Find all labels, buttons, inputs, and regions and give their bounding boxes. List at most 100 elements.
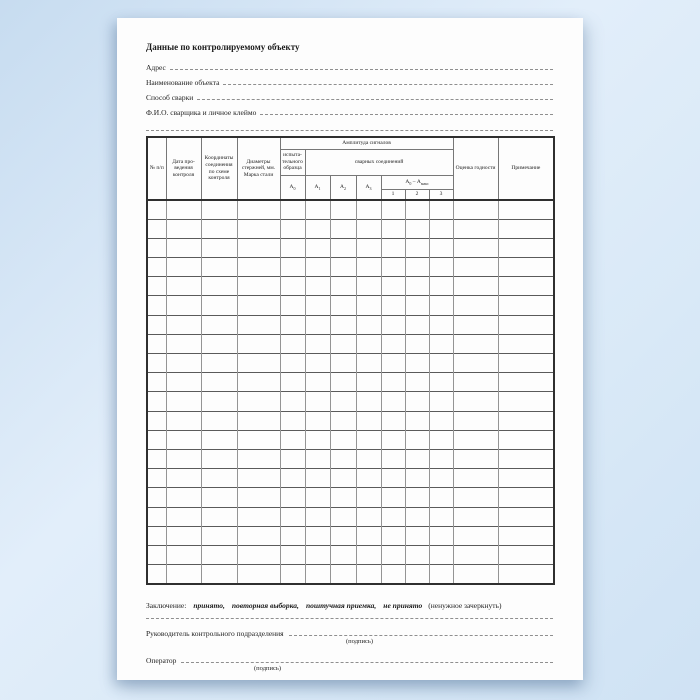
table-cell: [279, 276, 305, 296]
table-cell: [146, 506, 166, 527]
header-cell-amplitude-group: Амплитуда сигналов: [279, 136, 454, 150]
table-cell: [279, 333, 305, 354]
head-signature-label: Руководитель контрольного подразделения: [146, 628, 284, 638]
table-cell: [497, 352, 555, 373]
table-cell: [380, 218, 405, 239]
conclusion-note: (ненужное зачеркнуть): [428, 600, 502, 610]
conclusion-option-rejected: не принято: [383, 600, 423, 610]
table-cell: [355, 429, 381, 450]
table-cell: [452, 410, 499, 431]
table-cell: [304, 391, 330, 412]
table-cell: [404, 198, 429, 220]
table-cell: [236, 295, 280, 316]
table-cell: [165, 410, 201, 431]
table-cell: [304, 257, 330, 277]
table-cell: [165, 257, 201, 277]
table-cell: [380, 198, 405, 220]
table-cell: [146, 237, 166, 258]
table-cell: [428, 218, 454, 239]
table-cell: [452, 429, 499, 450]
operator-signature-label: Оператор: [146, 655, 177, 665]
operator-signature-line: [181, 661, 553, 663]
table-cell: [380, 487, 405, 507]
conclusion-label: Заключение:: [146, 600, 187, 610]
table-cell: [165, 564, 201, 584]
table-cell: [497, 487, 555, 507]
table-cell: [236, 448, 280, 469]
table-cell: [428, 410, 454, 431]
table-cell: [452, 333, 499, 354]
header-cell-remark: Примечание: [497, 136, 555, 201]
table-cell: [329, 198, 356, 220]
table-cell: [200, 506, 237, 527]
table-cell: [404, 391, 429, 412]
table-cell: [146, 257, 166, 277]
table-cell: [200, 391, 237, 412]
table-cell: [380, 506, 405, 527]
header-cell-diff-2: 2: [404, 188, 430, 201]
table-cell: [236, 544, 280, 565]
table-cell: [279, 314, 305, 335]
table-cell: [428, 448, 454, 469]
table-row: [146, 410, 555, 431]
table-cell: [428, 391, 454, 412]
table-cell: [497, 429, 555, 450]
table-cell: [165, 295, 201, 316]
table-cell: [279, 506, 305, 527]
table-cell: [452, 487, 499, 507]
conclusion-continuation-line: [146, 617, 553, 619]
table-cell: [452, 468, 499, 488]
table-cell: [146, 198, 166, 220]
table-cell: [304, 429, 330, 450]
table-cell: [200, 410, 237, 431]
table-cell: [497, 257, 555, 277]
table-cell: [452, 448, 499, 469]
table-cell: [279, 544, 305, 565]
table-cell: [200, 198, 237, 220]
table-cell: [428, 276, 454, 296]
address-field-label: Адрес: [146, 63, 166, 72]
table-cell: [452, 276, 499, 296]
table-cell: [329, 564, 356, 584]
table-row: [146, 506, 555, 527]
operator-signature-caption: (подпись): [254, 664, 281, 672]
table-cell: [146, 525, 166, 546]
table-cell: [355, 352, 381, 373]
table-cell: [236, 198, 280, 220]
table-cell: [304, 564, 330, 584]
table-row: [146, 352, 555, 373]
table-cell: [497, 391, 555, 412]
table-cell: [404, 410, 429, 431]
table-cell: [404, 525, 429, 546]
table-cell: [404, 506, 429, 527]
table-cell: [497, 198, 555, 220]
welding-method-field: Способ сварки: [146, 87, 553, 102]
table-cell: [146, 468, 166, 488]
table-row: [146, 448, 555, 469]
table-cell: [304, 448, 330, 469]
table-row: [146, 544, 555, 565]
header-cell-joint-coordinates: Координаты соединения по схеме контроля: [200, 136, 238, 201]
table-cell: [236, 218, 280, 239]
table-cell: [236, 372, 280, 392]
table-cell: [200, 525, 237, 546]
table-cell: [404, 487, 429, 507]
table-cell: [380, 410, 405, 431]
table-cell: [329, 218, 356, 239]
table-cell: [165, 429, 201, 450]
table-cell: [497, 314, 555, 335]
header-cell-diff-1: 1: [380, 188, 406, 201]
table-row: [146, 429, 555, 450]
table-cell: [165, 198, 201, 220]
table-cell: [329, 295, 356, 316]
table-cell: [279, 468, 305, 488]
table-cell: [497, 237, 555, 258]
table-cell: [329, 506, 356, 527]
table-cell: [452, 237, 499, 258]
header-cell-rod-diameters: Диаметры стержней, мм. Марка стали: [236, 136, 281, 201]
table-row: [146, 237, 555, 258]
table-cell: [329, 257, 356, 277]
head-signature-line: [288, 634, 553, 636]
table-cell: [428, 314, 454, 335]
head-signature-row: Руководитель контрольного подразделения: [146, 625, 553, 638]
